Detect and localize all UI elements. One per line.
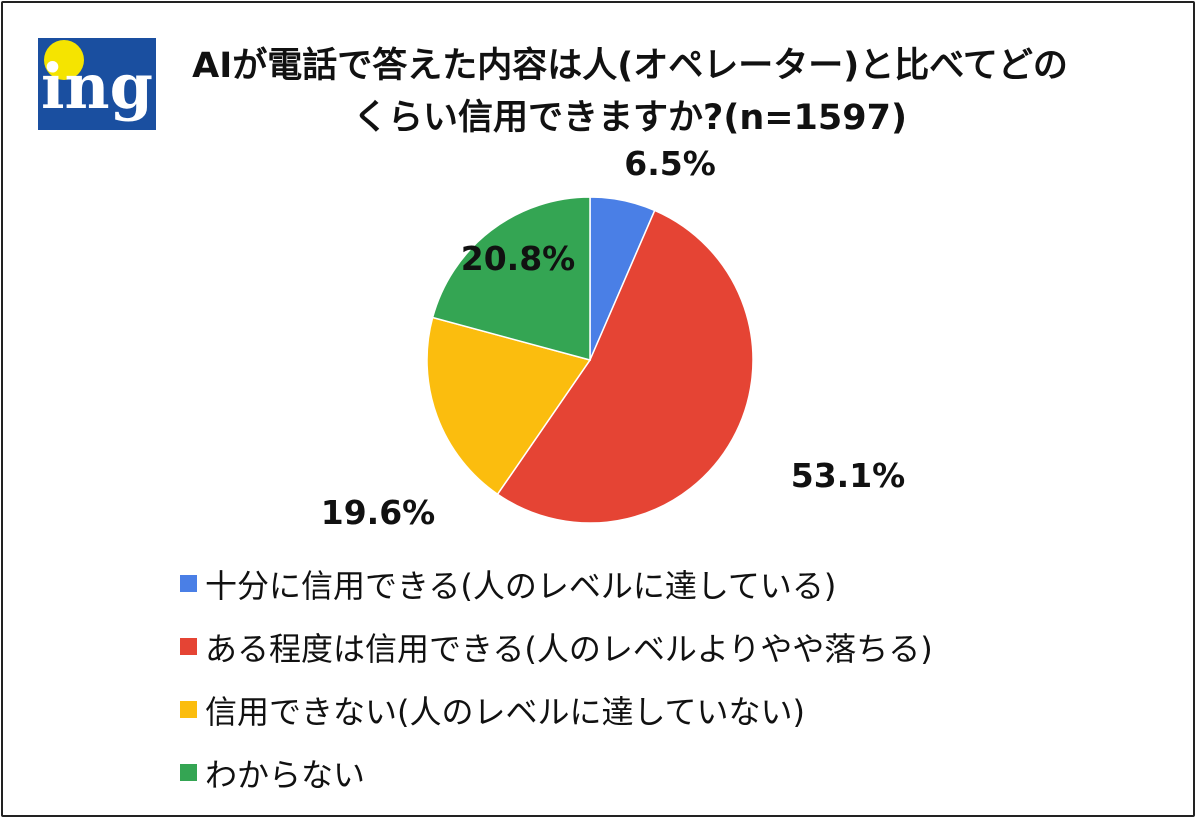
slice-label-1: 53.1% — [791, 456, 906, 495]
slice-label-2: 19.6% — [321, 493, 436, 532]
title-line-1: AIが電話で答えた内容は人(オペレーター)と比べてどの — [192, 46, 1068, 86]
legend-label-1: ある程度は信用できる(人のレベルよりやや落ちる) — [205, 629, 933, 668]
logo-text: ing — [41, 50, 153, 123]
slice-label-3: 20.8% — [461, 239, 576, 278]
legend-item-0: 十分に信用できる(人のレベルに達している) — [180, 552, 933, 615]
legend-swatch-3 — [180, 764, 197, 781]
legend-swatch-0 — [180, 575, 197, 592]
legend-label-0: 十分に信用できる(人のレベルに達している) — [205, 566, 837, 605]
legend-item-3: わからない — [180, 741, 933, 804]
pie-slice-3 — [431, 196, 591, 361]
pie-slice-1 — [496, 209, 754, 524]
ing-logo: ing — [38, 38, 156, 130]
legend-label-2: 信用できない(人のレベルに達していない) — [205, 692, 806, 731]
legend-item-1: ある程度は信用できる(人のレベルよりやや落ちる) — [180, 615, 933, 678]
title-line-2: くらい信用できますか?(n=1597) — [353, 98, 907, 138]
pie-slice-2 — [426, 316, 592, 496]
chart-title: AIが電話で答えた内容は人(オペレーター)と比べてどの くらい信用できますか?(… — [160, 40, 1100, 144]
chart-legend: 十分に信用できる(人のレベルに達している) ある程度は信用できる(人のレベルよりや… — [180, 552, 933, 804]
legend-swatch-1 — [180, 638, 197, 655]
legend-label-3: わからない — [205, 755, 366, 794]
legend-swatch-2 — [180, 701, 197, 718]
slice-label-0: 6.5% — [624, 144, 716, 183]
legend-item-2: 信用できない(人のレベルに達していない) — [180, 678, 933, 741]
